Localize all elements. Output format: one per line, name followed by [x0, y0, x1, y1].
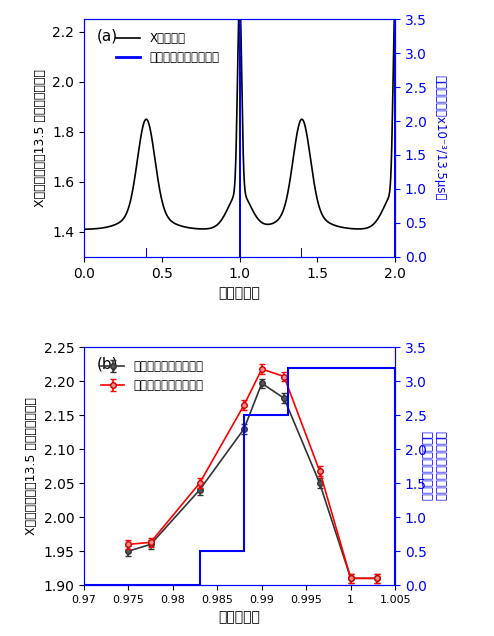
Bar	[394, 19, 396, 257]
Legend: 巨大電波パルスでない, 巨大電波パルスである: 巨大電波パルスでない, 巨大電波パルスである	[96, 356, 208, 397]
Y-axis label: の発生頼度（x10⁻³/13.5μs）: の発生頼度（x10⁻³/13.5μs）	[433, 75, 447, 201]
Legend: X線パルス, 巨大電波パルスの頼度: X線パルス, 巨大電波パルスの頼度	[112, 27, 224, 69]
Y-axis label: 巨大電波パルスの頼度: 巨大電波パルスの頼度	[433, 431, 447, 501]
Text: (b): (b)	[96, 357, 118, 372]
Y-axis label: X線の光子数（13.5 マイクロ秒毎）: X線の光子数（13.5 マイクロ秒毎）	[25, 398, 38, 535]
X-axis label: パルス位相: パルス位相	[219, 286, 260, 300]
Text: 巨大電波パルスの頼度: 巨大電波パルスの頼度	[420, 431, 433, 501]
Bar	[301, 248, 302, 257]
Y-axis label: X線の光子数（13.5 マイクロ秒毎）: X線の光子数（13.5 マイクロ秒毎）	[34, 69, 46, 207]
Bar	[146, 248, 147, 257]
X-axis label: パルス位相: パルス位相	[219, 611, 260, 625]
Bar	[239, 19, 241, 257]
Text: (a): (a)	[96, 29, 118, 44]
